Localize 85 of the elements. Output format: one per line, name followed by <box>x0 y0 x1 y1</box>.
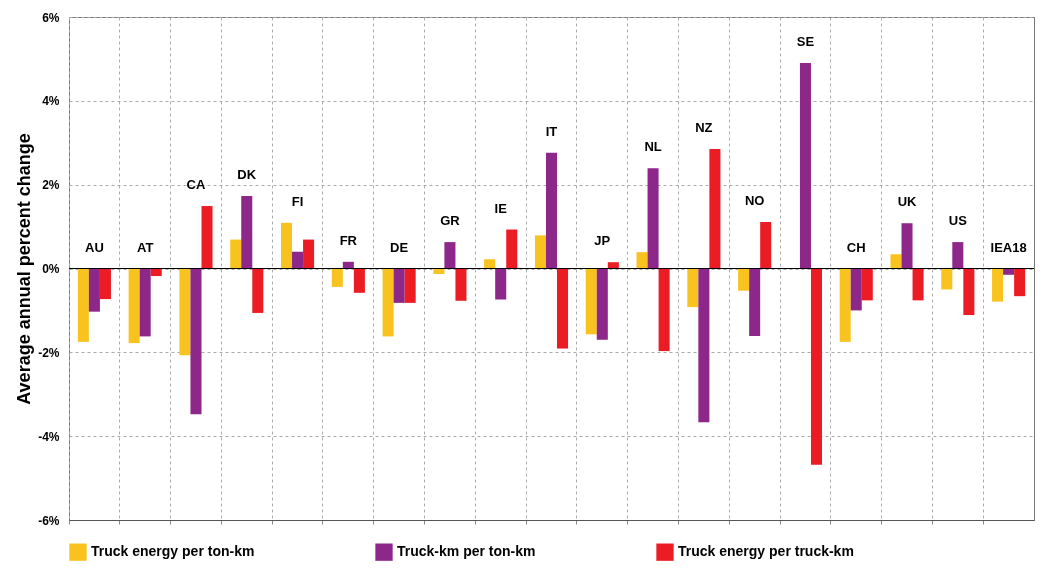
x-tick-label: NL <box>644 139 662 155</box>
y-tick-label: -2% <box>38 345 60 360</box>
bar <box>190 268 202 415</box>
y-tick-label: -6% <box>38 513 60 528</box>
bar <box>280 222 293 269</box>
bar <box>545 152 558 269</box>
x-tick-label: IEA18 <box>990 239 1027 255</box>
bar <box>912 268 924 301</box>
y-axis-title: Average annual percent change <box>14 133 35 405</box>
bar <box>433 268 445 274</box>
bar <box>303 239 315 269</box>
bar <box>484 259 496 269</box>
legend-label: Truck-km per ton-km <box>397 543 536 560</box>
bar <box>230 239 242 269</box>
x-tick-label: AU <box>85 239 104 255</box>
bar <box>749 268 761 336</box>
bar <box>557 268 569 349</box>
bar <box>128 268 140 344</box>
x-tick-label: JP <box>594 233 611 249</box>
bar <box>636 252 648 269</box>
x-tick-label: FR <box>339 232 358 248</box>
bar <box>963 268 975 316</box>
bar <box>941 268 953 290</box>
bar <box>77 268 89 342</box>
bar <box>331 268 343 287</box>
bar <box>252 268 264 313</box>
bar <box>201 206 213 269</box>
x-tick-label: DE <box>390 239 409 255</box>
bar <box>534 235 546 269</box>
x-tick-label: IT <box>545 123 558 139</box>
bar <box>658 268 670 352</box>
bar <box>698 268 710 423</box>
x-tick-label: US <box>948 213 968 229</box>
legend-label: Truck energy per ton-km <box>91 543 255 560</box>
bar <box>687 268 699 308</box>
bar <box>1014 268 1026 297</box>
x-tick-label: IE <box>494 200 508 216</box>
bar <box>292 251 304 269</box>
bar <box>810 268 823 465</box>
y-tick-label: 6% <box>42 10 60 25</box>
bar <box>992 268 1004 302</box>
x-tick-label: CA <box>186 177 206 193</box>
bar <box>890 254 902 269</box>
bar <box>179 268 191 356</box>
bar <box>647 168 659 269</box>
bar <box>952 242 964 269</box>
x-tick-label: NO <box>744 192 765 208</box>
bar <box>353 268 365 293</box>
x-tick-label: NZ <box>695 120 713 136</box>
x-tick-label: UK <box>897 194 918 210</box>
bar <box>99 268 111 300</box>
bar <box>850 268 862 311</box>
bar <box>709 149 721 269</box>
bar <box>506 229 518 269</box>
bar <box>455 268 467 301</box>
x-tick-label: CH <box>846 239 866 255</box>
bar <box>382 268 394 337</box>
y-tick-label: 4% <box>42 94 60 109</box>
bar <box>596 268 608 340</box>
bar <box>760 221 772 269</box>
y-tick-label: -4% <box>38 429 60 444</box>
bar <box>139 268 151 337</box>
bar <box>901 223 913 269</box>
x-tick-label: AT <box>137 239 154 255</box>
y-tick-label: 2% <box>42 178 60 193</box>
x-tick-label: SE <box>796 34 815 50</box>
x-tick-label: FI <box>291 193 304 209</box>
y-tick-label: 0% <box>42 262 60 276</box>
bar <box>607 262 619 269</box>
bar <box>88 268 100 312</box>
bar <box>444 242 456 269</box>
bar <box>1003 268 1015 275</box>
bar <box>738 268 750 291</box>
x-tick-label: GR <box>440 213 461 229</box>
bar <box>393 268 405 303</box>
bar <box>861 268 873 301</box>
bar <box>150 268 162 277</box>
bar <box>495 268 507 300</box>
legend-label: Truck energy per truck-km <box>678 543 854 560</box>
x-tick-label: DK <box>237 166 257 182</box>
bar <box>585 268 597 335</box>
bar <box>799 63 811 269</box>
bar <box>839 268 851 342</box>
bar <box>404 268 416 303</box>
bar <box>241 195 253 269</box>
